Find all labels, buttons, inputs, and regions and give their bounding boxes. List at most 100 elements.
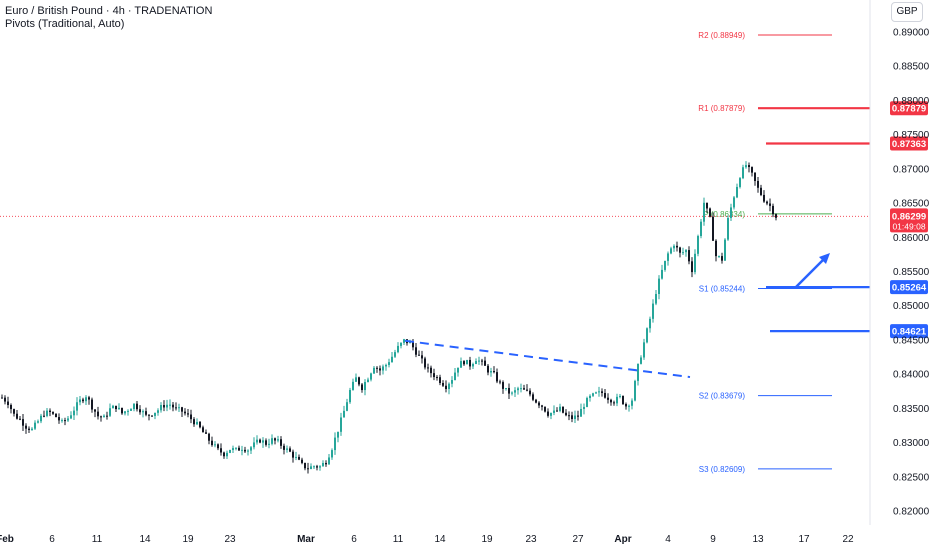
candle-body <box>745 165 747 168</box>
candle-body <box>454 372 456 381</box>
candle-body <box>250 447 252 451</box>
candle-body <box>49 410 51 413</box>
pivot-label: S1 (0.85244) <box>699 285 746 294</box>
candle-body <box>37 421 39 423</box>
candle-body <box>601 391 603 393</box>
y-tick-label: 0.86500 <box>893 199 930 210</box>
candle-body <box>592 393 594 396</box>
candle-body <box>484 360 486 366</box>
candle-body <box>535 399 537 403</box>
candle-body <box>373 367 375 374</box>
candle-body <box>25 425 27 429</box>
level-tag <box>890 136 928 151</box>
x-tick-label: 13 <box>752 534 764 545</box>
candle-body <box>205 432 207 434</box>
candle-body <box>16 413 18 419</box>
trendline <box>404 339 691 379</box>
candle-body <box>568 415 570 417</box>
x-tick-label: 9 <box>710 534 716 545</box>
currency-button[interactable]: GBP <box>891 2 923 22</box>
candle-body <box>565 412 567 416</box>
candle-body <box>130 409 132 411</box>
candle-body <box>331 450 333 458</box>
candle-body <box>736 186 738 198</box>
level-tag-text: 0.87879 <box>892 104 926 115</box>
candle-body <box>106 415 108 417</box>
candle-body <box>211 440 213 446</box>
candle-body <box>682 252 684 254</box>
candle-body <box>691 261 693 273</box>
candle-body <box>169 404 171 406</box>
candle-body <box>631 400 633 406</box>
candle-body <box>595 392 597 394</box>
candle-body <box>412 341 414 348</box>
pivot-label: R1 (0.87879) <box>698 104 745 113</box>
candle-body <box>256 439 258 443</box>
x-tick-label: Apr <box>614 534 631 545</box>
candle-body <box>772 205 774 215</box>
candle-body <box>10 404 12 410</box>
candle-body <box>547 411 549 416</box>
candle-body <box>193 419 195 425</box>
candle-body <box>304 462 306 469</box>
candle-body <box>226 452 228 457</box>
candle-body <box>91 399 93 410</box>
candle-body <box>757 180 759 188</box>
candle-body <box>46 410 48 416</box>
candle-body <box>58 417 60 421</box>
candle-body <box>154 412 156 416</box>
y-tick-label: 0.88000 <box>893 96 930 107</box>
candle-body <box>187 413 189 415</box>
pivot-label: S2 (0.83679) <box>699 392 746 401</box>
candle-body <box>532 394 534 400</box>
pivot-label: S3 (0.82609) <box>699 465 746 474</box>
candle-body <box>433 373 435 378</box>
candle-body <box>673 245 675 249</box>
level-tag <box>890 280 928 295</box>
candle-body <box>97 411 99 417</box>
candle-body <box>151 415 153 417</box>
candle-body <box>598 391 600 393</box>
pivot-levels: R2 (0.88949) R1 (0.87879) P (0.86334) S1 (0… <box>0 31 870 474</box>
candle-body <box>217 444 219 449</box>
candle-body <box>730 207 732 219</box>
candle-body <box>133 403 135 410</box>
y-tick-label: 0.85500 <box>893 267 930 278</box>
candle-body <box>172 404 174 408</box>
candle-body <box>208 433 210 441</box>
candle-body <box>667 253 669 261</box>
candle-body <box>325 462 327 465</box>
candle-body <box>382 366 384 371</box>
drawings: 0.87879 0.87363 0.85264 0.84621 0.8629901:49… <box>404 101 928 379</box>
candle-body <box>376 367 378 369</box>
candle-body <box>751 167 753 173</box>
candle-body <box>235 447 237 449</box>
candle-body <box>460 361 462 368</box>
candle-body <box>202 427 204 433</box>
candle-body <box>364 381 366 391</box>
candle-body <box>355 377 357 382</box>
candle-body <box>307 468 309 470</box>
candle-body <box>658 278 660 295</box>
candle-body <box>760 187 762 195</box>
candle-body <box>271 438 273 444</box>
candle-body <box>580 408 582 417</box>
candle-body <box>466 359 468 365</box>
candle-body <box>487 365 489 373</box>
candle-body <box>124 411 126 414</box>
candle-body <box>178 407 180 409</box>
candle-body <box>88 397 90 400</box>
candle-body <box>67 418 69 421</box>
candle-body <box>508 387 510 394</box>
candle-body <box>349 389 351 403</box>
candle-body <box>28 428 30 430</box>
indicator-label[interactable]: Pivots (Traditional, Auto) <box>5 18 125 30</box>
candle-body <box>121 407 123 414</box>
candle-body <box>403 339 405 343</box>
y-tick-label: 0.85000 <box>893 301 930 312</box>
candle-body <box>556 410 558 412</box>
candle-body <box>562 406 564 413</box>
y-tick-label: 0.89000 <box>893 28 930 39</box>
candle-body <box>166 404 168 408</box>
